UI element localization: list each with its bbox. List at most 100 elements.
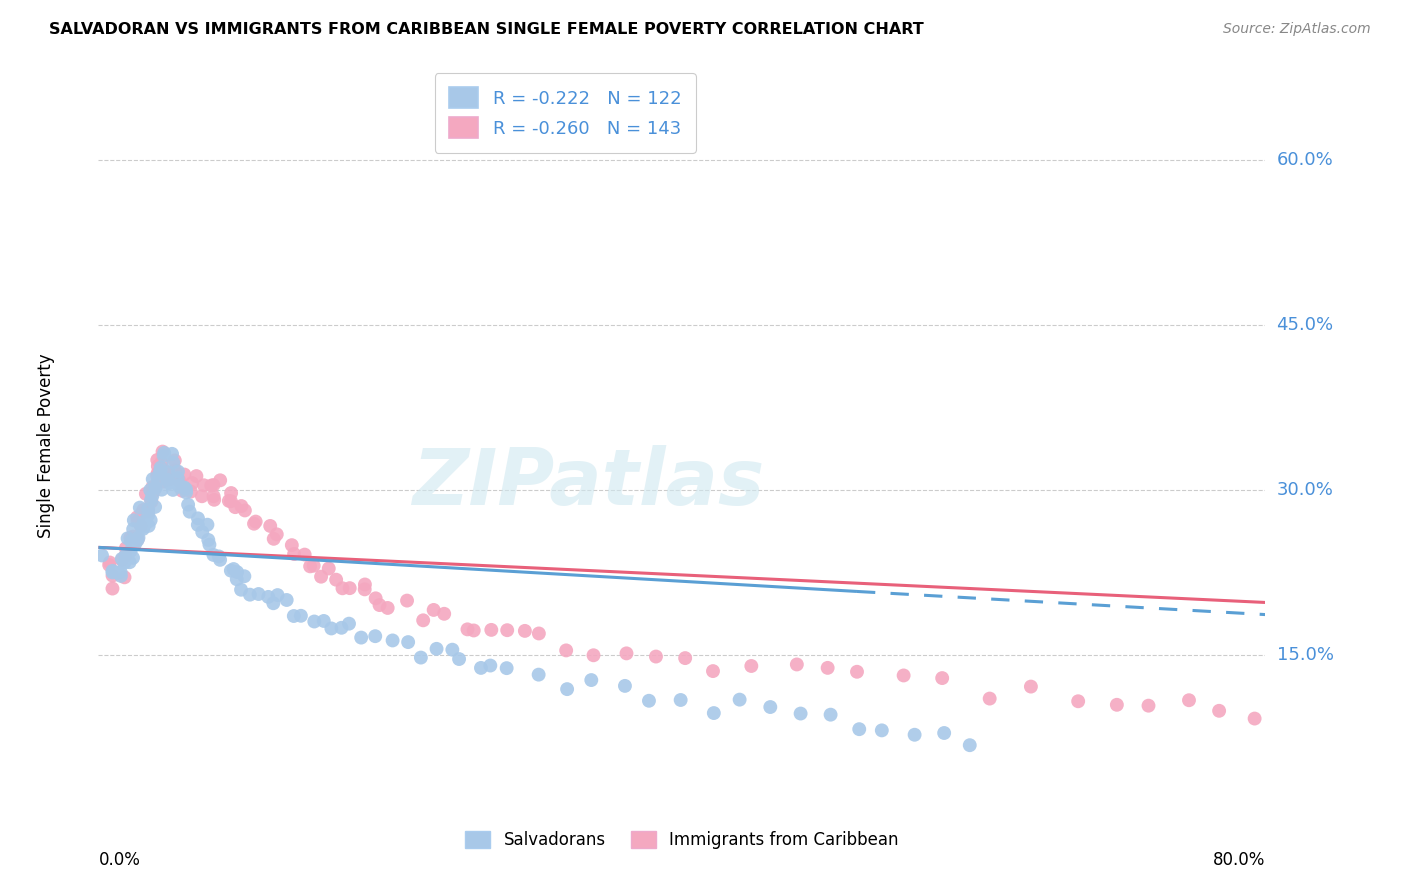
Point — [441, 642, 464, 657]
Point — [433, 607, 456, 621]
Point — [527, 667, 550, 681]
Point — [169, 478, 191, 492]
Point — [377, 601, 399, 615]
Point — [276, 593, 298, 607]
Point — [263, 532, 285, 546]
Point — [893, 668, 915, 682]
Point — [143, 500, 166, 514]
Point — [157, 473, 180, 487]
Point — [759, 700, 782, 714]
Point — [146, 453, 169, 467]
Point — [179, 505, 201, 519]
Point — [114, 556, 136, 570]
Point — [299, 559, 322, 574]
Point — [132, 522, 155, 536]
Point — [1067, 694, 1090, 708]
Point — [496, 623, 519, 637]
Point — [555, 682, 578, 697]
Point — [152, 462, 174, 476]
Point — [259, 519, 281, 533]
Point — [146, 467, 169, 481]
Point — [581, 673, 603, 687]
Point — [245, 515, 267, 529]
Point — [152, 444, 174, 458]
Point — [169, 475, 191, 489]
Point — [127, 514, 149, 528]
Point — [118, 555, 141, 569]
Point — [91, 549, 114, 563]
Point — [193, 478, 215, 492]
Point — [122, 530, 145, 544]
Point — [160, 447, 183, 461]
Point — [117, 532, 139, 546]
Point — [231, 499, 253, 513]
Point — [409, 650, 432, 665]
Point — [197, 517, 219, 532]
Point — [332, 582, 354, 596]
Point — [337, 616, 360, 631]
Point — [136, 503, 159, 517]
Point — [846, 665, 869, 679]
Point — [111, 552, 134, 566]
Point — [128, 500, 150, 515]
Point — [309, 570, 332, 584]
Point — [177, 498, 200, 512]
Point — [226, 565, 249, 579]
Point — [257, 590, 280, 604]
Point — [145, 481, 167, 495]
Point — [979, 691, 1001, 706]
Point — [817, 661, 839, 675]
Point — [131, 507, 153, 521]
Point — [463, 624, 485, 638]
Point — [702, 664, 724, 678]
Point — [127, 533, 149, 548]
Point — [127, 532, 149, 546]
Point — [110, 569, 132, 583]
Point — [127, 531, 149, 545]
Point — [202, 548, 225, 562]
Point — [364, 591, 387, 606]
Point — [165, 463, 187, 477]
Point — [243, 516, 266, 531]
Point — [125, 510, 148, 524]
Point — [163, 453, 186, 467]
Point — [219, 486, 242, 500]
Point — [616, 646, 638, 660]
Point — [209, 473, 232, 487]
Point — [120, 544, 142, 558]
Point — [153, 446, 176, 460]
Point — [173, 481, 195, 495]
Point — [191, 489, 214, 503]
Text: 15.0%: 15.0% — [1277, 647, 1333, 665]
Point — [931, 671, 953, 685]
Point — [101, 564, 124, 578]
Point — [219, 564, 242, 578]
Point — [167, 465, 190, 479]
Point — [339, 581, 361, 595]
Point — [200, 478, 222, 492]
Point — [191, 524, 214, 539]
Point — [101, 566, 124, 580]
Point — [266, 527, 288, 541]
Text: 80.0%: 80.0% — [1213, 851, 1265, 869]
Point — [262, 596, 284, 610]
Point — [111, 553, 134, 567]
Point — [136, 502, 159, 516]
Point — [141, 486, 163, 500]
Point — [114, 541, 136, 556]
Text: 45.0%: 45.0% — [1277, 316, 1334, 334]
Point — [239, 588, 262, 602]
Point — [141, 480, 163, 494]
Point — [156, 473, 179, 487]
Point — [139, 493, 162, 508]
Point — [1178, 693, 1201, 707]
Point — [180, 484, 202, 499]
Point — [122, 550, 145, 565]
Point — [198, 538, 221, 552]
Point — [233, 569, 256, 583]
Point — [527, 626, 550, 640]
Point — [181, 476, 204, 491]
Point — [224, 500, 246, 515]
Point — [479, 623, 502, 637]
Point — [142, 472, 165, 486]
